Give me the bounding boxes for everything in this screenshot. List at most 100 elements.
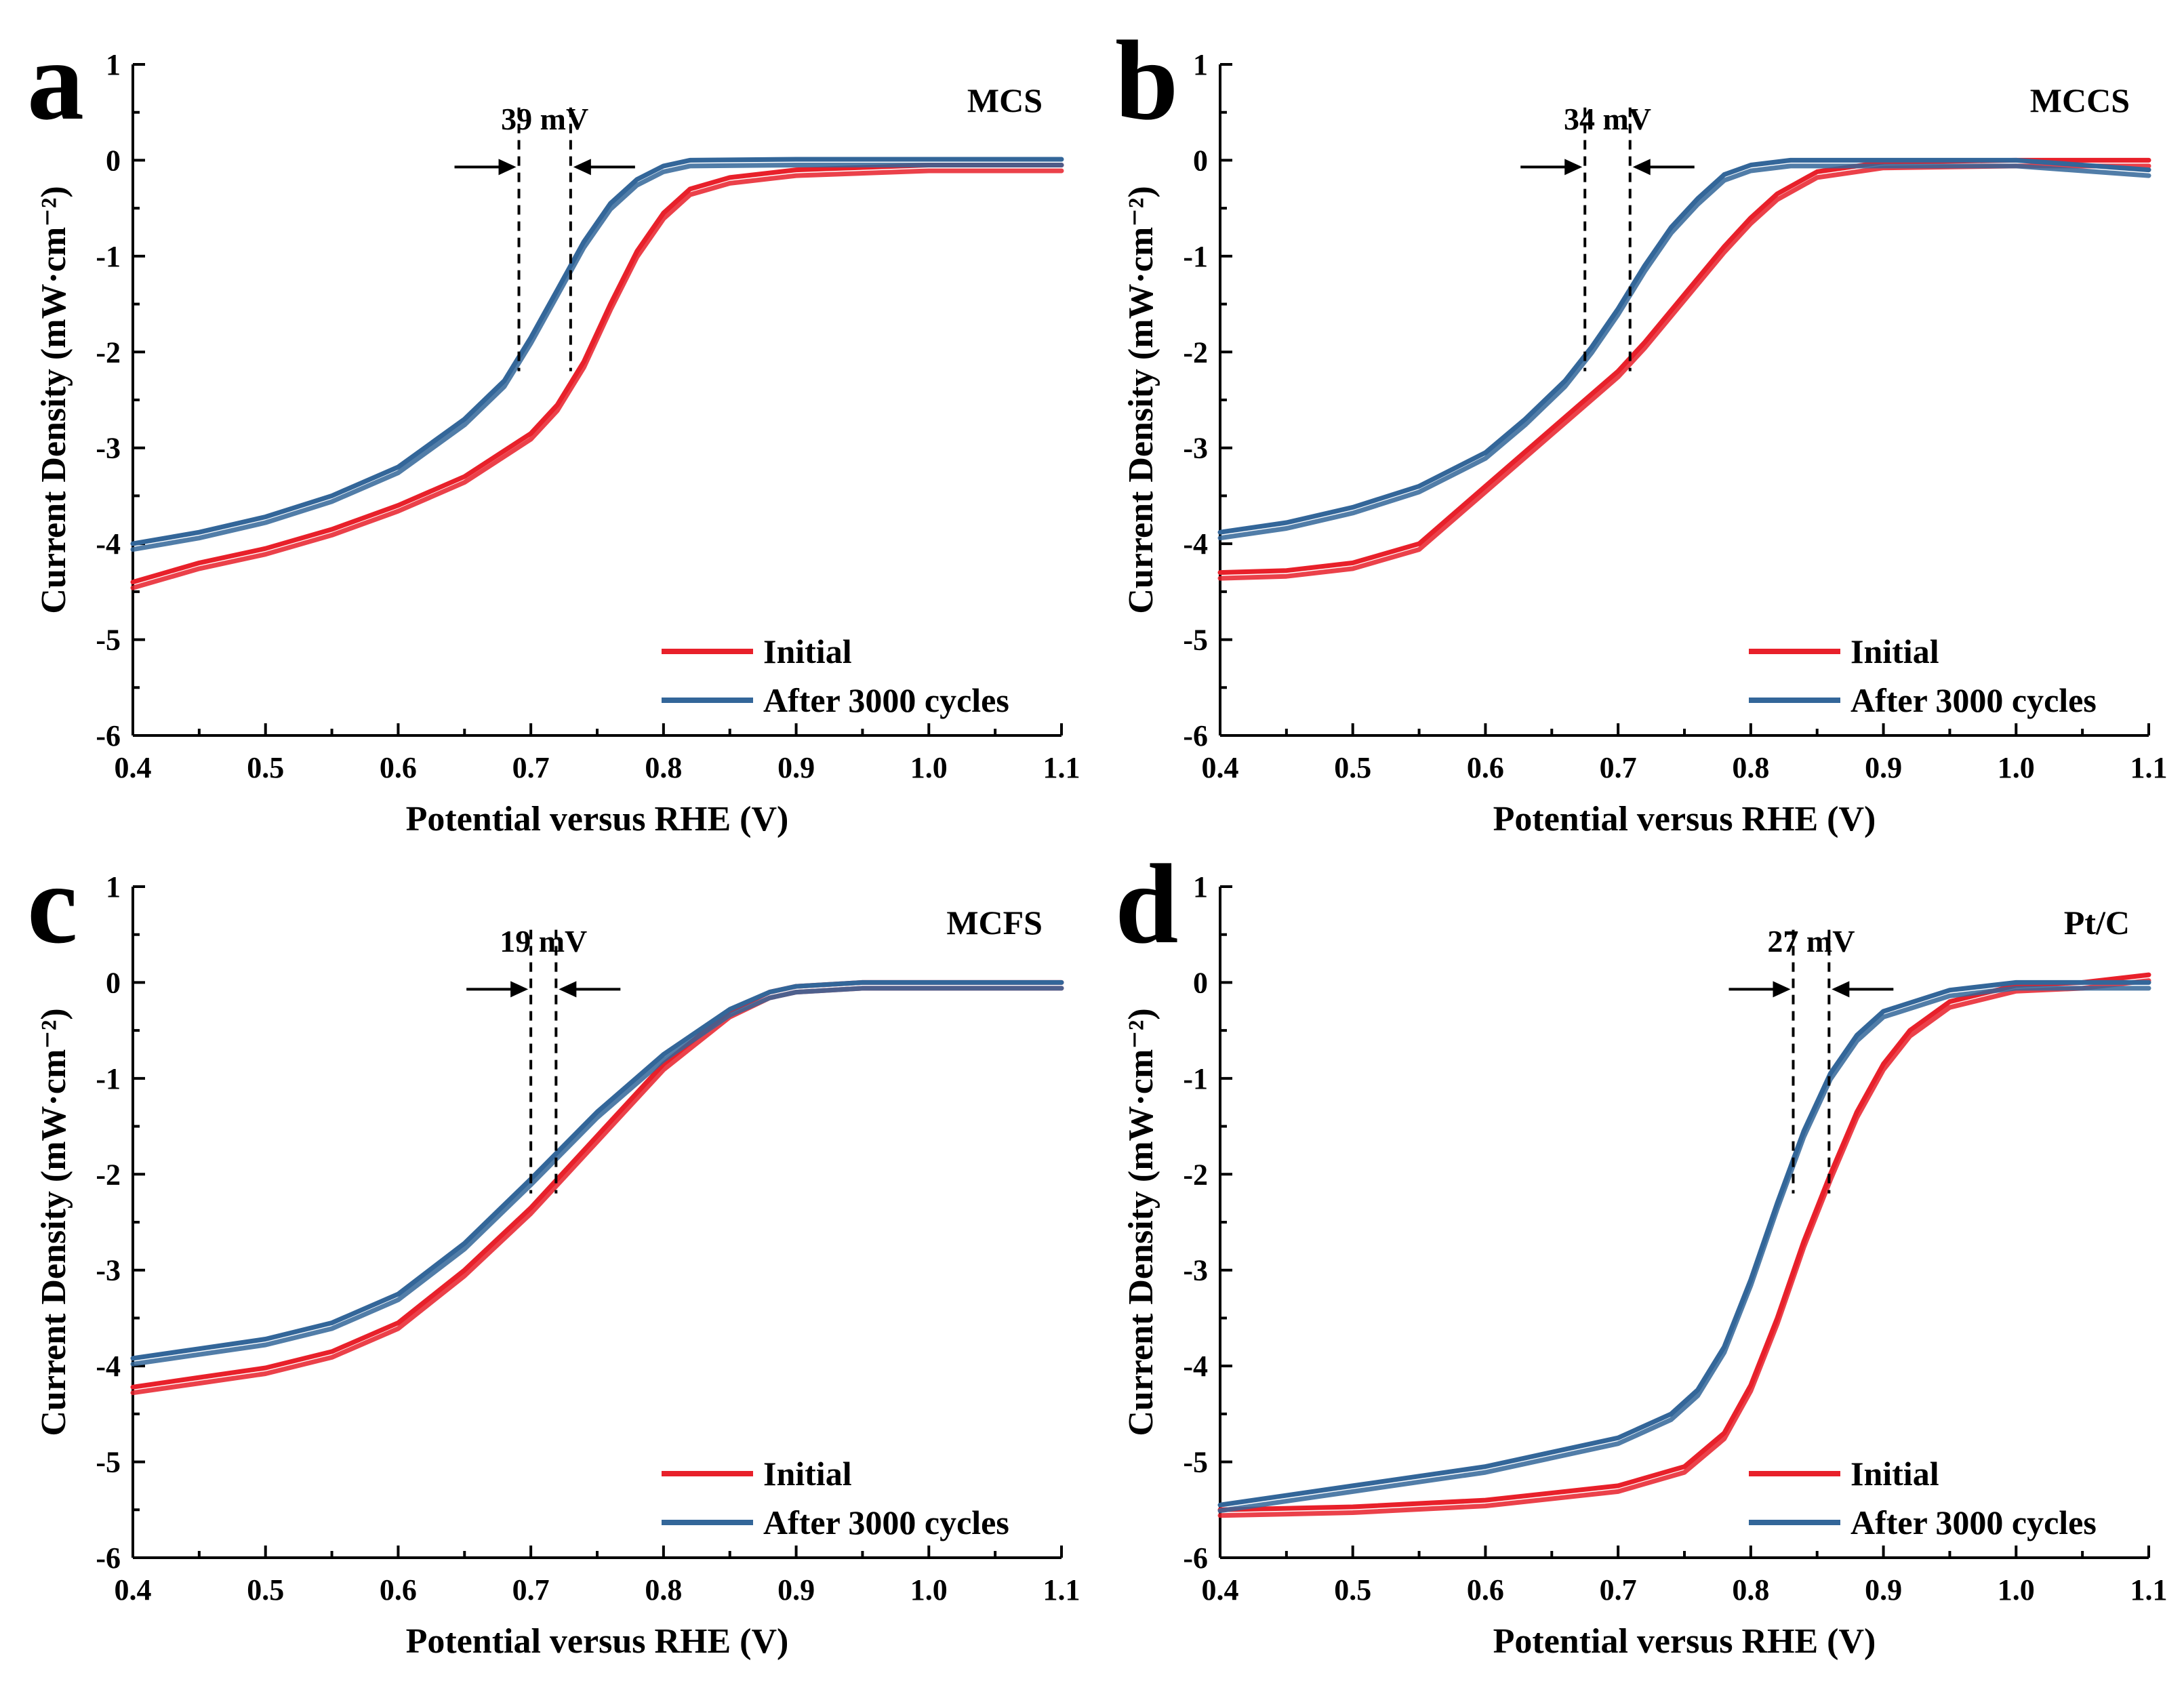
x-tick-label: 0.9 xyxy=(777,1573,815,1607)
sample-label: MCFS xyxy=(946,904,1043,942)
y-tick-label: -3 xyxy=(96,432,121,465)
x-tick-label: 0.4 xyxy=(115,751,152,784)
x-tick-label: 1.0 xyxy=(1998,751,2035,784)
initial-curve xyxy=(130,980,1064,1390)
left-arrow-head xyxy=(1564,159,1583,176)
panel-b: 0.4 0.5 0.6 0.7 0.8 0.9 1.0 1.1 1 0 -1 -2 -3 -4 -5 -6 Po… xyxy=(1115,18,2168,839)
x-tick-label: 1.1 xyxy=(1043,751,1080,784)
x-tick-label: 0.8 xyxy=(645,751,682,784)
y-tick-label: -1 xyxy=(1183,240,1208,273)
x-tick-label: 0.4 xyxy=(1202,1573,1239,1607)
x-tick-label: 0.5 xyxy=(247,751,284,784)
x-tick-label: 0.9 xyxy=(1865,751,1902,784)
y-axis-title: Current Density (mW·cm⁻²) xyxy=(35,1008,73,1436)
y-tick-label: 1 xyxy=(106,870,121,904)
x-tick-label: 0.7 xyxy=(1600,1573,1637,1607)
x-tick-label: 0.4 xyxy=(115,1573,152,1607)
delta-potential-label: 39 mV xyxy=(501,102,588,136)
y-tick-label: -1 xyxy=(1183,1062,1208,1095)
x-tick-label: 1.1 xyxy=(1043,1573,1080,1607)
x-tick-label: 0.5 xyxy=(247,1573,284,1607)
right-arrow-head xyxy=(1632,159,1651,176)
x-axis-title: Potential versus RHE (V) xyxy=(1493,1622,1876,1661)
x-tick-label: 0.8 xyxy=(1732,1573,1769,1607)
y-tick-label: -3 xyxy=(96,1254,121,1287)
after-cycles-curve-return xyxy=(130,986,1064,1367)
initial-curve-return xyxy=(1217,978,2151,1518)
y-tick-label: -4 xyxy=(96,527,121,561)
y-tick-label: -4 xyxy=(96,1350,121,1383)
legend-label-after: After 3000 cycles xyxy=(1851,681,2097,719)
after-cycles-curve xyxy=(130,157,1064,546)
x-tick-label: 0.6 xyxy=(1467,1573,1504,1607)
x-tick-label: 1.0 xyxy=(910,1573,948,1607)
panel-letter: b xyxy=(1115,18,1178,144)
x-tick-label: 0.8 xyxy=(1732,751,1769,784)
after-cycles-curve xyxy=(130,980,1064,1361)
y-axis-title: Current Density (mW·cm⁻²) xyxy=(1122,1008,1160,1436)
sample-label: MCCS xyxy=(2030,81,2130,119)
initial-curve xyxy=(1217,972,2151,1512)
legend-label-initial: Initial xyxy=(763,632,852,670)
after-cycles-curve-return xyxy=(130,163,1064,552)
x-tick-label: 0.6 xyxy=(380,751,417,784)
left-arrow-head xyxy=(498,159,517,176)
y-tick-label: 1 xyxy=(106,48,121,81)
legend-label-initial: Initial xyxy=(1851,632,1939,670)
y-tick-label: -3 xyxy=(1183,1254,1208,1287)
legend-label-initial: Initial xyxy=(1851,1455,1939,1493)
y-axis-title: Current Density (mW·cm⁻²) xyxy=(1122,186,1160,613)
after-cycles-curve-return xyxy=(1217,986,2151,1514)
x-tick-label: 0.9 xyxy=(777,751,815,784)
x-tick-label: 1.0 xyxy=(1998,1573,2035,1607)
initial-curve xyxy=(130,163,1064,585)
left-arrow-head xyxy=(1773,981,1791,998)
panel-d: 0.4 0.5 0.6 0.7 0.8 0.9 1.0 1.1 1 0 -1 -2 -3 -4 -5 -6 Po… xyxy=(1115,841,2168,1661)
y-tick-label: 1 xyxy=(1193,48,1208,81)
x-tick-label: 0.6 xyxy=(1467,751,1504,784)
x-tick-label: 0.8 xyxy=(645,1573,682,1607)
y-tick-label: -5 xyxy=(96,624,121,657)
after-cycles-curve-return xyxy=(1217,163,2151,541)
right-arrow-head xyxy=(1832,981,1850,998)
x-tick-label: 0.5 xyxy=(1334,751,1371,784)
y-tick-label: 1 xyxy=(1193,870,1208,904)
after-cycles-curve xyxy=(1217,980,2151,1508)
x-tick-label: 1.0 xyxy=(910,751,948,784)
y-tick-label: 0 xyxy=(106,966,121,999)
y-tick-label: -2 xyxy=(96,1158,121,1191)
x-tick-label: 0.9 xyxy=(1865,1573,1902,1607)
y-tick-label: -6 xyxy=(96,1541,121,1575)
x-tick-label: 0.6 xyxy=(380,1573,417,1607)
legend-label-after: After 3000 cycles xyxy=(1851,1503,2097,1541)
y-tick-label: -5 xyxy=(96,1446,121,1479)
panel-letter: a xyxy=(27,18,84,144)
y-tick-label: -4 xyxy=(1183,1350,1208,1383)
x-axis-title: Potential versus RHE (V) xyxy=(406,800,789,839)
y-tick-label: -6 xyxy=(96,719,121,752)
delta-potential-label: 34 mV xyxy=(1564,102,1651,136)
y-tick-label: -1 xyxy=(96,240,121,273)
y-tick-label: -6 xyxy=(1183,1541,1208,1575)
y-tick-label: -5 xyxy=(1183,624,1208,657)
y-tick-label: -2 xyxy=(1183,1158,1208,1191)
x-tick-label: 0.7 xyxy=(1600,751,1637,784)
initial-curve-return xyxy=(1217,163,2151,581)
sample-label: Pt/C xyxy=(2064,904,2130,942)
right-arrow-head xyxy=(573,159,591,176)
x-axis-title: Potential versus RHE (V) xyxy=(1493,800,1876,839)
y-tick-label: -2 xyxy=(1183,336,1208,369)
panel-letter: c xyxy=(27,841,78,967)
y-tick-label: -4 xyxy=(1183,527,1208,561)
y-tick-label: -5 xyxy=(1183,1446,1208,1479)
x-tick-label: 1.1 xyxy=(2130,1573,2168,1607)
legend-label-after: After 3000 cycles xyxy=(763,681,1009,719)
y-tick-label: -1 xyxy=(96,1062,121,1095)
delta-potential-label: 19 mV xyxy=(500,924,587,958)
sample-label: MCS xyxy=(967,81,1043,119)
x-tick-label: 1.1 xyxy=(2130,751,2168,784)
x-tick-label: 0.7 xyxy=(512,1573,550,1607)
y-tick-label: 0 xyxy=(106,144,121,177)
x-tick-label: 0.5 xyxy=(1334,1573,1371,1607)
y-axis-title: Current Density (mW·cm⁻²) xyxy=(35,186,73,613)
